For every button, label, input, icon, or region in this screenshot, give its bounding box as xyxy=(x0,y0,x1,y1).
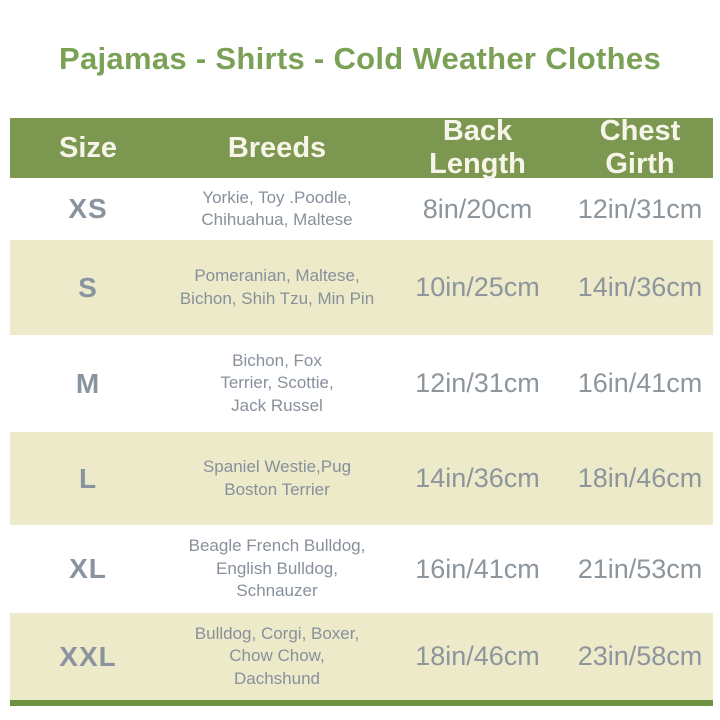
back-length-cell: 10in/25cm xyxy=(415,272,540,302)
breeds-cell: Yorkie, Toy .Poodle, Chihuahua, Maltese xyxy=(201,187,353,229)
table-body: XS Yorkie, Toy .Poodle, Chihuahua, Malte… xyxy=(10,178,713,700)
size-chart-table: Size Breeds Back Length Chest Girth XS Y… xyxy=(10,115,713,706)
size-cell: XXL xyxy=(59,640,117,672)
table-row: S Pomeranian, Maltese, Bichon, Shih Tzu,… xyxy=(10,240,713,335)
breeds-cell: Bichon, Fox Terrier, Scottie, Jack Russe… xyxy=(220,350,334,415)
table-header-row: Size Breeds Back Length Chest Girth xyxy=(10,115,713,180)
table-row: L Spaniel Westie,Pug Boston Terrier 14in… xyxy=(10,432,713,525)
breeds-cell: Pomeranian, Maltese, Bichon, Shih Tzu, M… xyxy=(179,266,375,308)
header-cell-size: Size xyxy=(58,131,118,164)
size-cell: M xyxy=(75,367,101,399)
chest-girth-cell: 21in/53cm xyxy=(577,553,703,584)
chest-girth-cell: 23in/58cm xyxy=(577,641,703,671)
title-bar: Pajamas - Shirts - Cold Weather Clothes xyxy=(0,0,720,118)
breeds-cell: Spaniel Westie,Pug Boston Terrier xyxy=(202,457,352,499)
back-length-cell: 14in/36cm xyxy=(415,463,540,493)
header-cell-back-length: Back Length xyxy=(429,115,526,180)
back-length-cell: 18in/46cm xyxy=(415,641,540,671)
chest-girth-cell: 12in/31cm xyxy=(577,193,703,224)
table-row: M Bichon, Fox Terrier, Scottie, Jack Rus… xyxy=(10,335,713,432)
size-cell: L xyxy=(78,462,98,494)
back-length-cell: 8in/20cm xyxy=(422,193,533,224)
chest-girth-cell: 16in/41cm xyxy=(577,368,703,398)
page-title: Pajamas - Shirts - Cold Weather Clothes xyxy=(59,41,661,76)
header-cell-chest-girth: Chest Girth xyxy=(599,115,681,180)
size-cell: XS xyxy=(68,193,108,224)
breeds-cell: Beagle French Bulldog, English Bulldog, … xyxy=(188,536,366,601)
table-row: XS Yorkie, Toy .Poodle, Chihuahua, Malte… xyxy=(10,178,713,240)
chest-girth-cell: 14in/36cm xyxy=(577,272,703,302)
table-row: XL Beagle French Bulldog, English Bulldo… xyxy=(10,525,713,613)
chest-girth-cell: 18in/46cm xyxy=(577,463,703,493)
size-cell: XL xyxy=(69,553,107,584)
bottom-divider xyxy=(10,700,713,706)
header-cell-breeds: Breeds xyxy=(227,131,327,164)
back-length-cell: 12in/31cm xyxy=(415,368,540,398)
size-cell: S xyxy=(78,271,98,303)
breeds-cell: Bulldog, Corgi, Boxer, Chow Chow, Dachsh… xyxy=(194,623,360,688)
table-row: XXL Bulldog, Corgi, Boxer, Chow Chow, Da… xyxy=(10,613,713,700)
back-length-cell: 16in/41cm xyxy=(415,553,540,584)
